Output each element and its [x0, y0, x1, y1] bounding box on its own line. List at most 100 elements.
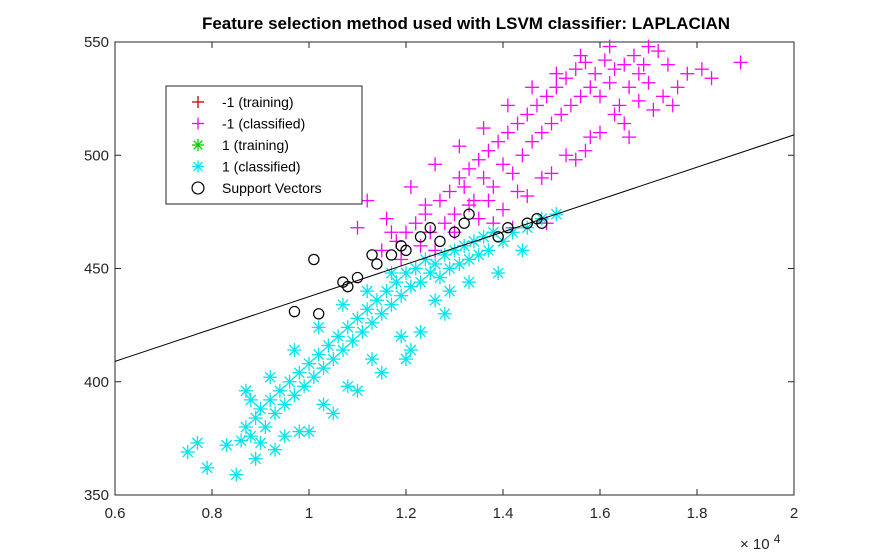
data-point	[471, 211, 486, 226]
x-tick-label: 2	[790, 505, 798, 522]
data-point	[313, 308, 325, 320]
x-tick-label: 1.2	[396, 505, 417, 522]
data-point	[626, 48, 641, 63]
legend-item: 1 (training)	[192, 137, 289, 153]
y-tick-label: 550	[84, 34, 109, 51]
decision-boundary-line	[114, 134, 795, 362]
data-point	[641, 39, 656, 54]
data-point	[462, 275, 477, 290]
data-point	[413, 238, 428, 253]
data-point	[360, 193, 375, 208]
data-point	[379, 211, 394, 226]
data-point	[384, 297, 399, 312]
data-point	[282, 374, 297, 389]
data-point	[593, 89, 607, 104]
data-point	[563, 98, 578, 113]
data-point	[360, 302, 375, 317]
x-axis-exponent-base: × 10	[740, 536, 770, 553]
data-point	[400, 244, 412, 257]
x-axis-exponent-power: 4	[774, 532, 781, 546]
data-point	[243, 392, 258, 407]
data-point	[505, 166, 520, 181]
data-point	[694, 62, 709, 77]
data-point	[534, 170, 549, 185]
data-point	[448, 226, 461, 238]
data-point	[631, 66, 646, 81]
data-point	[481, 243, 496, 258]
y-tick-label: 350	[84, 487, 109, 504]
data-point	[568, 62, 583, 77]
data-point	[428, 293, 443, 308]
data-point	[399, 225, 413, 240]
data-point	[641, 75, 656, 90]
data-point	[180, 444, 195, 459]
data-point	[316, 397, 331, 412]
data-point	[515, 243, 530, 258]
x-axis-exponent: × 10 4	[740, 532, 781, 553]
data-point	[434, 235, 446, 248]
data-point	[277, 429, 292, 444]
data-point	[306, 370, 321, 385]
data-point	[510, 116, 525, 131]
data-point	[287, 388, 302, 403]
data-point	[268, 442, 283, 457]
data-point	[424, 222, 436, 234]
data-point	[476, 229, 491, 244]
data-point	[544, 166, 559, 181]
legend-label: -1 (classified)	[222, 116, 305, 132]
data-point	[311, 320, 326, 335]
data-point	[428, 256, 443, 271]
data-point	[496, 157, 510, 172]
data-point	[253, 401, 268, 416]
data-point	[432, 270, 447, 285]
data-point	[442, 284, 457, 299]
data-point	[355, 324, 370, 339]
data-point	[486, 179, 501, 194]
data-point	[452, 256, 467, 271]
series-1-classified-	[180, 207, 564, 482]
data-point	[219, 438, 234, 453]
data-point	[491, 134, 506, 149]
data-point	[371, 258, 383, 270]
data-point	[656, 89, 671, 104]
data-point	[525, 134, 540, 149]
data-point	[491, 266, 506, 281]
data-point	[302, 356, 316, 371]
x-tick-label: 0.8	[202, 505, 223, 522]
data-point	[432, 193, 447, 208]
data-point	[568, 152, 583, 167]
data-point	[502, 222, 514, 234]
data-point	[573, 89, 588, 104]
data-point	[350, 383, 365, 398]
data-point	[704, 71, 719, 86]
data-point	[374, 306, 389, 321]
data-point	[374, 365, 389, 380]
data-point	[340, 320, 355, 335]
legend-item: 1 (classified)	[192, 159, 301, 175]
data-point	[288, 305, 301, 318]
data-point	[365, 352, 380, 367]
data-point	[326, 406, 341, 421]
data-point	[302, 424, 316, 439]
data-point	[297, 379, 312, 394]
data-point	[374, 243, 389, 258]
data-point	[525, 80, 540, 95]
data-point	[462, 252, 477, 267]
data-point	[308, 253, 320, 266]
data-point	[413, 275, 428, 290]
data-point	[350, 220, 365, 235]
data-point	[680, 66, 695, 81]
data-point	[534, 125, 549, 140]
data-point	[277, 397, 292, 412]
data-point	[403, 343, 418, 358]
data-point	[476, 170, 491, 185]
data-point	[399, 352, 413, 367]
data-point	[321, 338, 336, 353]
data-point	[272, 383, 287, 398]
y-axis: 350 400 450 500 550	[84, 34, 794, 504]
data-point	[243, 429, 258, 444]
data-point	[539, 89, 554, 104]
data-point	[447, 207, 462, 222]
data-point	[384, 266, 399, 281]
